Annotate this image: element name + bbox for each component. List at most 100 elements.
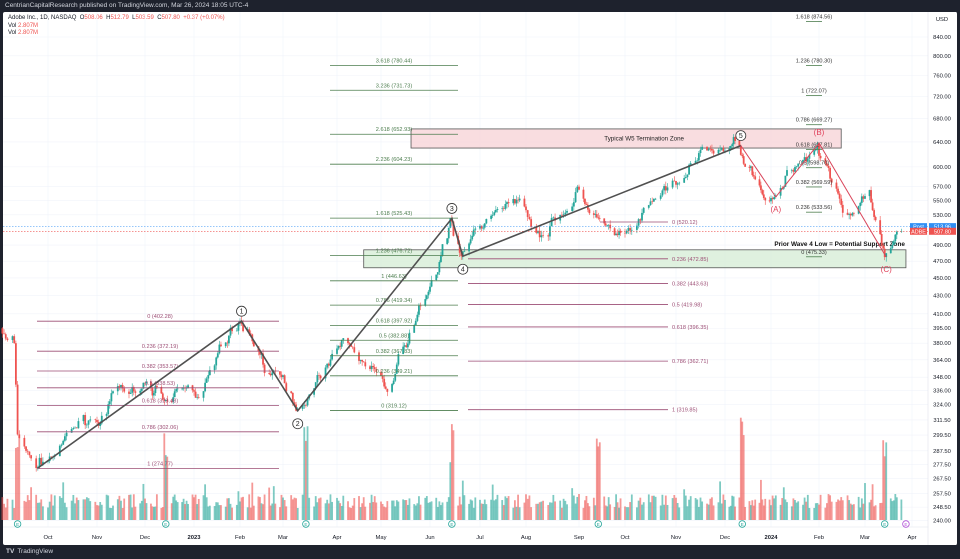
candle [779, 184, 782, 199]
candle-body [364, 362, 367, 367]
candle-body [394, 373, 397, 381]
candle [414, 318, 417, 326]
volume-bar [653, 495, 655, 520]
price-tick: 324.00 [933, 403, 951, 409]
fib-level-label: 0.5 (338.53) [145, 381, 175, 387]
candle [216, 351, 219, 359]
volume-bar [479, 499, 481, 520]
volume-bar [191, 494, 194, 520]
volume-bar [554, 501, 556, 520]
volume-bar [538, 502, 541, 520]
volume-bar [754, 499, 757, 520]
candle [659, 192, 662, 201]
volume-bar [231, 507, 233, 520]
fib-level-label: 0.786 (669.27) [796, 118, 833, 124]
candle-body [386, 388, 389, 392]
candle-body [835, 182, 838, 189]
candle-body [594, 214, 597, 215]
volume-bar [664, 495, 667, 520]
candle [540, 230, 543, 242]
candle [318, 372, 320, 380]
volume-bar [806, 494, 809, 520]
volume-bar [770, 505, 772, 520]
candle-body [784, 175, 787, 187]
volume-bar [239, 501, 241, 520]
candle [512, 195, 515, 206]
candle-body [305, 405, 307, 406]
volume-bar [142, 483, 145, 520]
candle [63, 433, 66, 443]
candle-body [870, 190, 872, 203]
volume-bar [155, 494, 158, 520]
candle [559, 214, 562, 224]
candle [895, 230, 898, 239]
candle-body [507, 202, 510, 204]
candle-body [216, 353, 219, 358]
candle-body [482, 227, 485, 229]
candle-body [283, 375, 286, 384]
candle-body [873, 210, 875, 217]
candle [269, 370, 272, 377]
candle-body [375, 369, 378, 372]
candle [116, 383, 119, 396]
candle-body [547, 235, 550, 237]
volume-bar [871, 484, 874, 520]
candle [153, 390, 155, 399]
candle [613, 227, 616, 236]
candle-body [751, 166, 754, 176]
candle-body [359, 359, 362, 361]
candle-body [885, 253, 888, 258]
candle-body [578, 186, 580, 190]
volume-bar [469, 499, 472, 520]
volume-bar [187, 503, 189, 520]
volume-bar [205, 497, 208, 520]
candle [441, 244, 444, 257]
volume-bar [661, 494, 664, 520]
volume-bar [163, 433, 166, 520]
candle [283, 374, 286, 384]
candle-body [659, 195, 662, 199]
volume-bar [416, 503, 419, 520]
volume-bar [358, 496, 360, 520]
volume-bar [818, 504, 820, 520]
candle [229, 324, 232, 339]
volume-bar [96, 505, 98, 520]
price-tick: 550.00 [933, 198, 951, 204]
candle [337, 345, 340, 351]
candle-body [891, 244, 894, 249]
candle-body [362, 361, 365, 363]
volume-bar [100, 504, 103, 520]
volume-bar [606, 506, 609, 520]
candle-body [764, 197, 767, 201]
candle [18, 430, 21, 439]
candle-body [768, 200, 771, 202]
candle-body [369, 366, 371, 370]
volume-bar [52, 505, 54, 520]
volume-bar [430, 501, 433, 520]
price-badge-post: Post 513.96 [910, 223, 956, 231]
symbol-name[interactable]: Adobe Inc., 1D, NASDAQ [8, 15, 77, 21]
candle-body [348, 343, 351, 345]
price-tick: 490.00 [933, 243, 951, 249]
volume-bar [139, 503, 142, 520]
candle [748, 164, 751, 172]
volume-bar [552, 494, 555, 520]
candle [108, 399, 111, 409]
candle-body [391, 384, 393, 392]
candle-body [483, 223, 486, 228]
zone-pink: Typical W5 Termination Zone [410, 128, 842, 149]
candle-body [882, 245, 885, 249]
candle-body [285, 383, 288, 392]
volume-bar [764, 498, 767, 520]
candle-body [585, 203, 588, 205]
price-tick: 380.00 [933, 341, 951, 347]
volume-bar [175, 500, 178, 520]
candle [493, 210, 496, 217]
volume-bar [240, 497, 243, 520]
volume-bar [607, 497, 610, 520]
fib-level-label: 0.382 (569.59) [796, 180, 833, 186]
earnings-label: E [883, 522, 886, 527]
candle [327, 362, 330, 369]
candle [11, 335, 14, 344]
